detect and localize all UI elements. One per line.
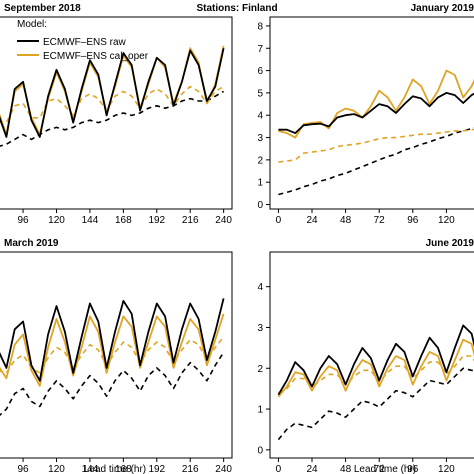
x-axis-label: Lead time (hr) [354, 464, 416, 474]
x-tick-label: 192 [148, 215, 165, 226]
y-tick-label: 4 [257, 282, 263, 293]
plot-frame [269, 251, 474, 459]
legend: Model: ECMWF–ENS raw ECMWF–ENS cal_oper [17, 19, 149, 62]
y-tick-label: 4 [257, 111, 263, 122]
y-tick-label: 7 [257, 44, 263, 55]
x-tick-label: 24 [306, 215, 318, 226]
raw-dashed-line [0, 90, 225, 147]
x-tick-label: 96 [407, 464, 419, 474]
raw-dashed-line [278, 127, 474, 196]
x-tick-label: 72 [374, 464, 386, 474]
y-tick-label: 5 [257, 88, 263, 99]
y-tick-label: 1 [257, 405, 263, 416]
x-tick-label: 144 [82, 215, 99, 226]
cal-oper-dashed-line [0, 85, 225, 124]
plot-frame [269, 16, 474, 210]
panel-title: September 2018 [4, 3, 81, 14]
figure-title: Stations: Finland [196, 3, 277, 14]
y-tick-label: 3 [257, 133, 263, 144]
panel-title: January 2019 [411, 3, 474, 14]
y-tick-label: 8 [257, 21, 263, 32]
x-tick-label: 48 [340, 464, 352, 474]
y-tick-label: 0 [257, 200, 263, 211]
x-tick-label: 120 [438, 215, 455, 226]
panel-title: June 2019 [426, 238, 474, 249]
x-tick-label: 168 [115, 215, 132, 226]
x-tick-label: 96 [18, 215, 30, 226]
x-tick-label: 168 [115, 464, 132, 474]
x-tick-label: 240 [215, 215, 232, 226]
x-tick-label: 24 [306, 464, 318, 474]
panel-january-2019: January 2019 0 24 48 72 96 120 0 1 2 3 4 5 6 7 8 [257, 3, 474, 226]
plot-frame [0, 16, 233, 210]
cal-oper-solid-line [0, 313, 225, 387]
cal-oper-solid-line [278, 69, 474, 139]
y-tick-label: 0 [257, 445, 263, 456]
y-tick-label: 3 [257, 323, 263, 334]
x-tick-label: 240 [215, 464, 232, 474]
y-tick-label: 1 [257, 178, 263, 189]
plot-frame [0, 251, 233, 459]
x-tick-label: 192 [148, 464, 165, 474]
raw-solid-line [278, 92, 474, 134]
x-tick-label: 0 [276, 464, 282, 474]
legend-label-cal-oper: ECMWF–ENS cal_oper [43, 51, 149, 62]
legend-label-raw: ECMWF–ENS raw [43, 37, 127, 48]
x-tick-label: 144 [82, 464, 99, 474]
panel-title: March 2019 [4, 238, 59, 249]
x-tick-label: 96 [407, 215, 419, 226]
x-tick-label: 72 [374, 215, 386, 226]
cal-oper-dashed-line [278, 128, 474, 163]
x-tick-label: 96 [18, 464, 30, 474]
cal-oper-solid-line [277, 338, 474, 398]
y-tick-label: 2 [257, 364, 263, 375]
x-tick-label: 120 [438, 464, 455, 474]
panel-june-2019: June 2019 0 24 48 72 96 120 0 1 2 3 4 Lead time (hr) [257, 238, 474, 474]
raw-solid-line [0, 298, 225, 382]
y-tick-label: 6 [257, 66, 263, 77]
x-tick-label: 120 [48, 215, 65, 226]
x-tick-label: 120 [48, 464, 65, 474]
raw-solid-line [0, 48, 225, 138]
legend-title: Model: [17, 19, 47, 30]
x-tick-label: 216 [182, 215, 199, 226]
panel-march-2019: March 2019 96 120 144 168 192 216 240 Lead time … [0, 238, 233, 474]
cal-oper-dashed-line [278, 355, 474, 394]
panel-september-2018: September 2018 96 120 144 168 192 216 240 [0, 3, 233, 226]
x-tick-label: 48 [340, 215, 352, 226]
x-tick-label: 0 [276, 215, 282, 226]
raw-dashed-line [277, 367, 474, 441]
x-axis-label: Lead time (hr) [84, 464, 146, 474]
raw-dashed-line [0, 351, 225, 417]
raw-solid-line [277, 324, 474, 396]
y-tick-label: 2 [257, 155, 263, 166]
x-tick-label: 216 [182, 464, 199, 474]
